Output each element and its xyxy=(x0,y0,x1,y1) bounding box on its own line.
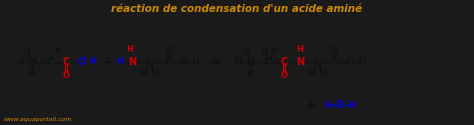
Text: H: H xyxy=(24,46,30,56)
Text: H: H xyxy=(192,58,200,66)
Text: H: H xyxy=(152,70,158,78)
Text: C: C xyxy=(314,57,322,67)
Text: www.aquaportail.com: www.aquaportail.com xyxy=(3,118,72,122)
Text: C: C xyxy=(164,57,172,67)
Text: C: C xyxy=(264,57,272,67)
Text: R: R xyxy=(272,48,278,56)
Text: N: N xyxy=(128,57,136,67)
Text: O: O xyxy=(336,100,344,110)
Text: N: N xyxy=(246,57,254,67)
Text: R: R xyxy=(141,70,147,78)
Text: H: H xyxy=(297,46,303,54)
Text: H: H xyxy=(261,46,267,56)
Text: R: R xyxy=(55,48,61,56)
Text: O: O xyxy=(164,46,172,54)
Text: N: N xyxy=(28,57,36,67)
Text: H: H xyxy=(28,70,36,78)
Text: O: O xyxy=(346,57,354,67)
Text: +: + xyxy=(304,98,316,112)
Text: H: H xyxy=(246,70,254,78)
Text: H: H xyxy=(127,46,134,54)
Text: N: N xyxy=(296,57,304,67)
Text: réaction de condensation d'un acide aminé: réaction de condensation d'un acide amin… xyxy=(111,4,363,14)
Text: H: H xyxy=(325,100,331,110)
Text: H: H xyxy=(17,58,23,66)
Text: C: C xyxy=(46,57,54,67)
Text: O: O xyxy=(330,46,337,54)
Text: H: H xyxy=(117,58,123,66)
Text: C: C xyxy=(146,57,154,67)
Text: O: O xyxy=(180,57,188,67)
Text: C: C xyxy=(281,57,288,67)
Text: +: + xyxy=(102,55,114,69)
Text: C: C xyxy=(330,57,337,67)
Text: R: R xyxy=(309,70,315,78)
Text: O: O xyxy=(78,57,86,67)
Text: H: H xyxy=(90,58,96,66)
Text: H: H xyxy=(235,58,241,66)
Text: C: C xyxy=(63,57,70,67)
Text: O: O xyxy=(63,70,70,80)
Text: H: H xyxy=(319,70,327,78)
Text: H: H xyxy=(358,58,365,66)
Text: H: H xyxy=(243,46,249,56)
Text: H: H xyxy=(348,100,356,110)
Text: O: O xyxy=(281,70,288,80)
